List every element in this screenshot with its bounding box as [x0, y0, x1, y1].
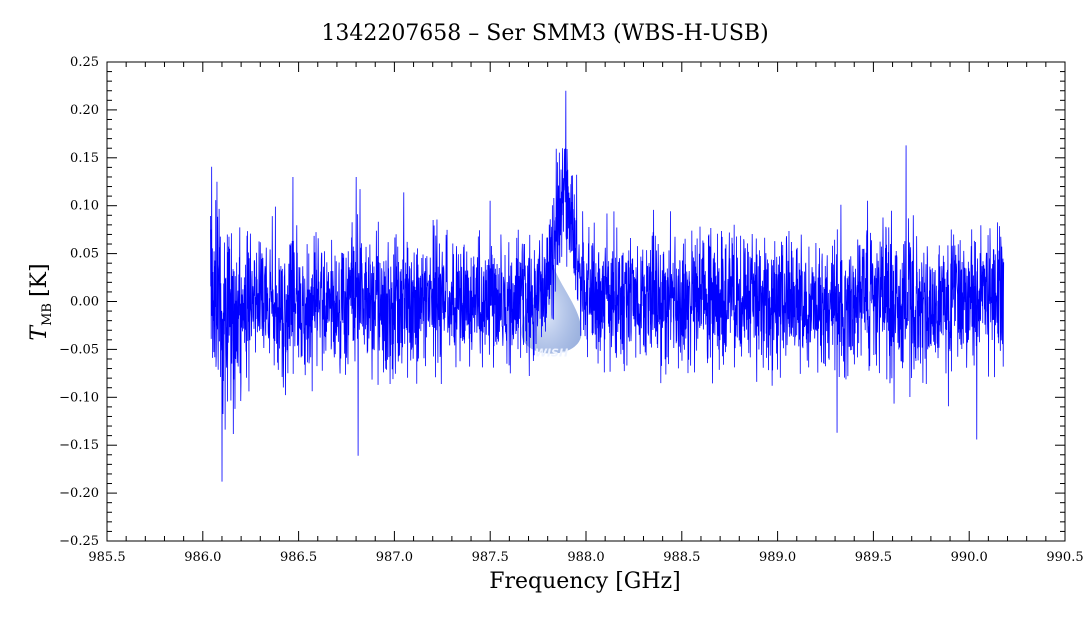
x-tick-label: 990.5: [1046, 550, 1083, 565]
x-tick-label: 990.0: [951, 550, 988, 565]
y-tick-label: −0.15: [59, 438, 99, 453]
y-tick-label: −0.25: [59, 534, 99, 549]
x-axis-label: Frequency [GHz]: [489, 569, 681, 594]
y-axis-label-sub: MB: [40, 303, 55, 326]
y-tick-label: −0.10: [59, 390, 99, 405]
spectrum-line: [210, 90, 1005, 482]
chart-title: 1342207658 – Ser SMM3 (WBS-H-USB): [321, 21, 768, 46]
x-tick-label: 989.0: [759, 550, 796, 565]
y-axis-label-unit: [K]: [27, 263, 52, 297]
x-tick-label: 986.5: [280, 550, 317, 565]
y-tick-label: 0.15: [70, 151, 99, 166]
x-tick-label: 985.5: [88, 550, 125, 565]
y-tick-label: 0.05: [70, 247, 99, 262]
x-tick-label: 986.0: [184, 550, 221, 565]
y-axis-ticks: −0.25 −0.20 −0.15 −0.10 −0.05 0.00 0.05 0.10 0.1…: [59, 55, 1065, 549]
y-axis-label: TMB [K]: [27, 263, 55, 340]
x-tick-label: 987.5: [472, 550, 509, 565]
y-tick-label: 0.25: [70, 55, 99, 70]
y-tick-label: −0.20: [59, 486, 99, 501]
x-tick-label: 987.0: [376, 550, 413, 565]
x-tick-label: 988.5: [663, 550, 700, 565]
x-axis-ticks: 985.5 986.0 986.5 987.0 987.5 988.0 988.5 989.0…: [88, 62, 1084, 565]
x-tick-label: 988.0: [567, 550, 604, 565]
x-tick-label: 989.5: [855, 550, 892, 565]
y-axis-label-main: T: [27, 324, 52, 341]
y-tick-label: −0.05: [59, 342, 99, 357]
y-tick-label: 0.00: [70, 295, 99, 310]
y-tick-label: 0.10: [70, 199, 99, 214]
watermark-text: WISH: [535, 347, 568, 360]
y-tick-label: 0.20: [70, 103, 99, 118]
spectrum-series: [210, 90, 1005, 482]
